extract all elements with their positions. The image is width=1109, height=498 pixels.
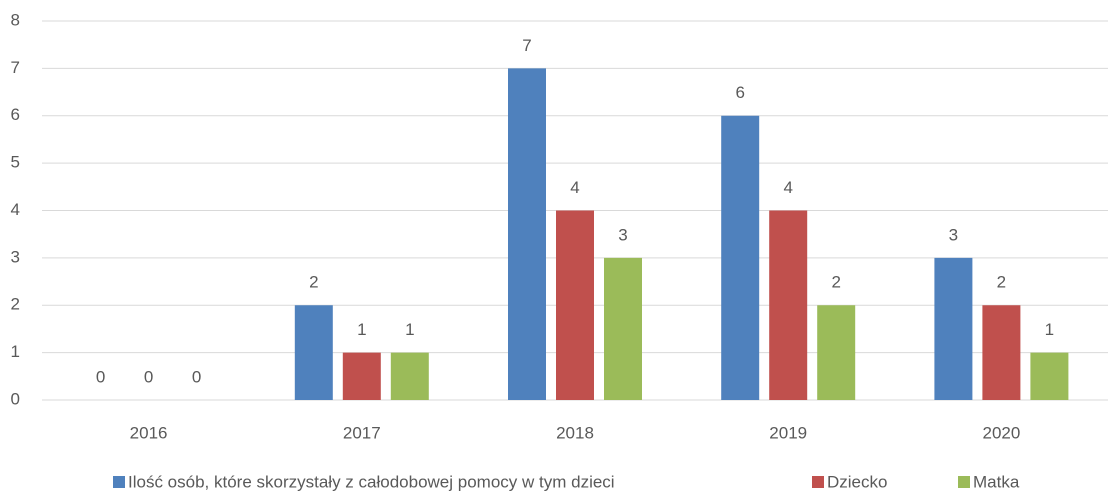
y-tick-label: 7 — [11, 58, 20, 77]
legend-label: Matka — [973, 472, 1020, 491]
bar — [390, 352, 429, 400]
data-label: 1 — [405, 320, 414, 339]
data-label: 2 — [997, 273, 1006, 292]
x-tick-label: 2019 — [769, 423, 807, 442]
bar — [342, 352, 381, 400]
y-tick-label: 0 — [11, 389, 20, 408]
bar — [604, 257, 642, 400]
x-tick-label: 2016 — [130, 423, 168, 442]
data-label: 4 — [783, 178, 792, 197]
y-tick-label: 8 — [11, 10, 20, 29]
y-tick-label: 6 — [11, 105, 20, 124]
data-label: 3 — [949, 225, 958, 244]
data-label: 2 — [309, 273, 318, 292]
bar — [769, 210, 808, 400]
data-label: 1 — [1045, 320, 1054, 339]
data-label: 7 — [522, 36, 531, 55]
bar — [508, 68, 546, 400]
legend-swatch — [113, 476, 125, 488]
data-label: 0 — [96, 367, 105, 386]
y-tick-label: 1 — [11, 342, 20, 361]
y-tick-label: 5 — [11, 153, 20, 172]
x-tick-label: 2018 — [556, 423, 594, 442]
data-label: 1 — [357, 320, 366, 339]
data-label: 0 — [192, 367, 201, 386]
bar — [934, 257, 973, 400]
bar — [721, 115, 760, 400]
x-tick-label: 2020 — [982, 423, 1020, 442]
bar — [294, 305, 333, 400]
legend-label: Dziecko — [827, 472, 887, 491]
bar — [1030, 352, 1069, 400]
y-tick-label: 3 — [11, 247, 20, 266]
legend-label: Ilość osób, które skorzystały z całodobo… — [128, 472, 615, 491]
y-tick-label: 4 — [11, 200, 20, 219]
legend-swatch — [958, 476, 970, 488]
y-tick-label: 2 — [11, 295, 20, 314]
bar — [556, 210, 594, 400]
data-label: 2 — [831, 273, 840, 292]
data-label: 6 — [735, 83, 744, 102]
bar — [982, 305, 1021, 400]
bar — [817, 305, 856, 400]
data-label: 0 — [144, 367, 153, 386]
legend-swatch — [812, 476, 824, 488]
data-label: 3 — [618, 225, 627, 244]
data-label: 4 — [570, 178, 579, 197]
x-tick-label: 2017 — [343, 423, 381, 442]
